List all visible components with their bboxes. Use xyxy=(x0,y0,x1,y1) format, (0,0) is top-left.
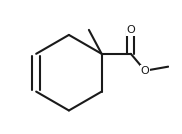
Text: O: O xyxy=(141,66,149,76)
Text: O: O xyxy=(126,25,135,35)
